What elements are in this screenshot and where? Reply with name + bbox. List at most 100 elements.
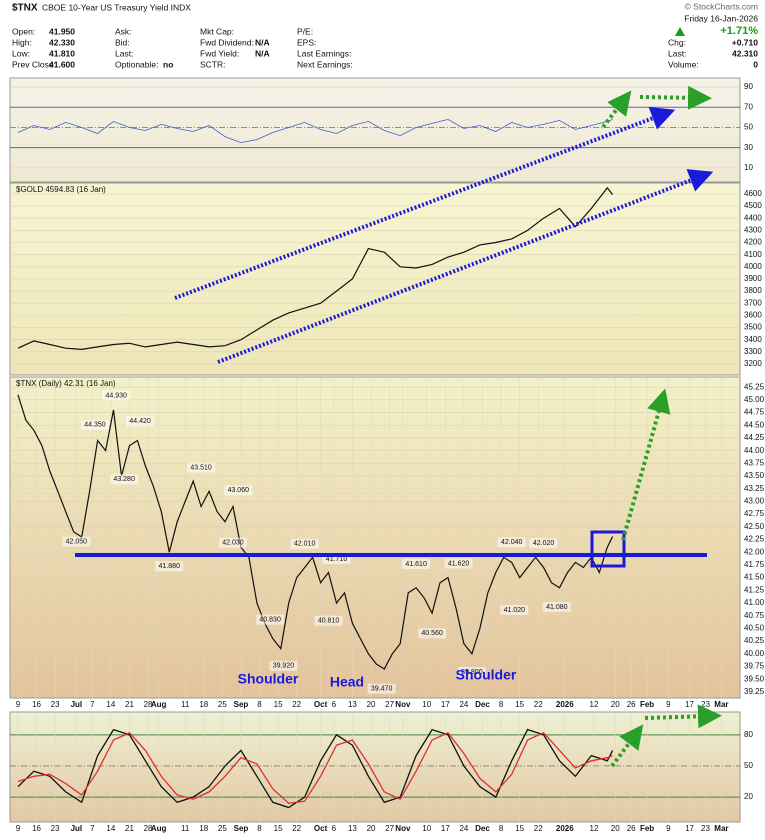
x-tick-label: 28 (144, 824, 153, 833)
rsi-panel (9, 77, 741, 183)
field-value: 42.310 (732, 48, 758, 58)
x-tick-label: 13 (348, 824, 357, 833)
field-label: Prev Close: (12, 59, 56, 69)
price-label: 39.470 (371, 686, 393, 693)
x-tick-label: 17 (441, 824, 450, 833)
stoch-panel (9, 711, 741, 823)
field-label: Chg: (668, 37, 686, 47)
price-label-box (256, 614, 285, 625)
y-tick-label: 50 (744, 123, 753, 132)
x-tick-label: Aug (151, 700, 167, 709)
y-tick-label: 4200 (744, 238, 762, 247)
y-tick-label: 39.25 (744, 687, 765, 696)
price-label-box (187, 462, 216, 473)
green-arrow (644, 704, 722, 729)
price-label: 43.060 (228, 487, 250, 494)
y-tick-label: 3900 (744, 274, 762, 283)
field-label: P/E: (297, 26, 313, 36)
field-value: +0.710 (732, 37, 759, 47)
x-tick-label: 25 (218, 700, 227, 709)
price-label-box (62, 536, 91, 547)
y-tick-label: 40.25 (744, 636, 765, 645)
y-tick-label: 10 (744, 163, 753, 172)
x-tick-label: 26 (627, 700, 636, 709)
panel-title: $TNX (Daily) 42.31 (16 Jan) (16, 379, 116, 388)
y-tick-label: 4300 (744, 225, 762, 234)
field-label: Ask: (115, 26, 132, 36)
change: +1.71% (720, 25, 758, 37)
x-tick-label: 22 (292, 824, 301, 833)
field-label: Last: (115, 48, 133, 58)
field-label: Last: (668, 48, 686, 58)
x-tick-label: Oct (314, 824, 328, 833)
field-label: Last Earnings: (297, 48, 351, 58)
y-tick-label: 3400 (744, 335, 762, 344)
y-tick-label: 44.00 (744, 446, 765, 455)
y-tick-label: 44.75 (744, 408, 765, 417)
y-tick-label: 3500 (744, 323, 762, 332)
x-tick-label: 18 (199, 824, 208, 833)
x-tick-label: 12 (590, 824, 599, 833)
field-label: Mkt Cap: (200, 26, 234, 36)
price-label-box (500, 605, 529, 616)
field-label: Open: (12, 26, 35, 36)
y-tick-label: 4000 (744, 262, 762, 271)
x-tick-label: 15 (274, 824, 283, 833)
y-tick-label: 80 (744, 730, 753, 739)
x-tick-label: 8 (257, 700, 262, 709)
price-label: 39.800 (461, 669, 483, 676)
y-tick-label: 44.25 (744, 433, 765, 442)
green-arrow (621, 388, 671, 541)
field-label: SCTR: (200, 59, 226, 69)
security-name: CBOE 10-Year US Treasury Yield INDX (42, 2, 191, 12)
x-tick-label: 17 (441, 700, 450, 709)
x-tick-label: Mar (714, 700, 728, 709)
field-label: High: (12, 37, 32, 47)
price-label: 42.050 (66, 539, 88, 546)
up-arrow (675, 27, 685, 36)
series-line (17, 731, 613, 804)
field-value: 41.600 (49, 59, 75, 69)
credit: © StockCharts.com (685, 1, 758, 11)
y-tick-label: 41.00 (744, 598, 765, 607)
y-tick-label: 42.25 (744, 535, 765, 544)
y-tick-label: 44.50 (744, 420, 765, 429)
price-label: 42.040 (501, 539, 523, 546)
y-tick-label: 4100 (744, 250, 762, 259)
x-tick-label: 9 (16, 700, 21, 709)
field-value: N/A (255, 37, 270, 47)
x-tick-label: Feb (640, 700, 654, 709)
x-tick-label: 10 (422, 700, 431, 709)
y-tick-label: 39.50 (744, 674, 765, 683)
series-line (17, 728, 614, 809)
price-label: 44.420 (129, 418, 151, 425)
field-value: 41.950 (49, 26, 75, 36)
price-label: 39.920 (273, 663, 295, 670)
x-tick-label: Aug (151, 824, 167, 833)
y-tick-label: 4500 (744, 201, 762, 210)
price-label-box (290, 538, 319, 549)
x-tick-label: 8 (499, 824, 504, 833)
x-tick-label: 9 (666, 824, 671, 833)
x-tick-label: 8 (499, 700, 504, 709)
x-tick-label: 24 (459, 700, 468, 709)
price-label: 42.030 (222, 540, 244, 547)
field-label: Fwd Yield: (200, 48, 239, 58)
price-label: 40.560 (421, 630, 443, 637)
y-tick-label: 45.00 (744, 395, 765, 404)
series-line (17, 118, 613, 144)
price-label: 40.810 (318, 618, 340, 625)
x-tick-label: 20 (611, 700, 620, 709)
y-tick-label: 43.25 (744, 484, 765, 493)
x-tick-label: 2026 (556, 700, 574, 709)
x-tick-label: Jul (71, 700, 83, 709)
y-tick-label: 20 (744, 792, 753, 801)
x-tick-label: Nov (395, 824, 411, 833)
y-tick-label: 3300 (744, 347, 762, 356)
x-tick-label: 21 (125, 700, 134, 709)
price-label-box (80, 419, 109, 430)
y-tick-label: 43.75 (744, 458, 765, 467)
y-tick-label: 4600 (744, 189, 762, 198)
x-tick-label: 18 (199, 700, 208, 709)
price-label: 44.350 (84, 422, 106, 429)
